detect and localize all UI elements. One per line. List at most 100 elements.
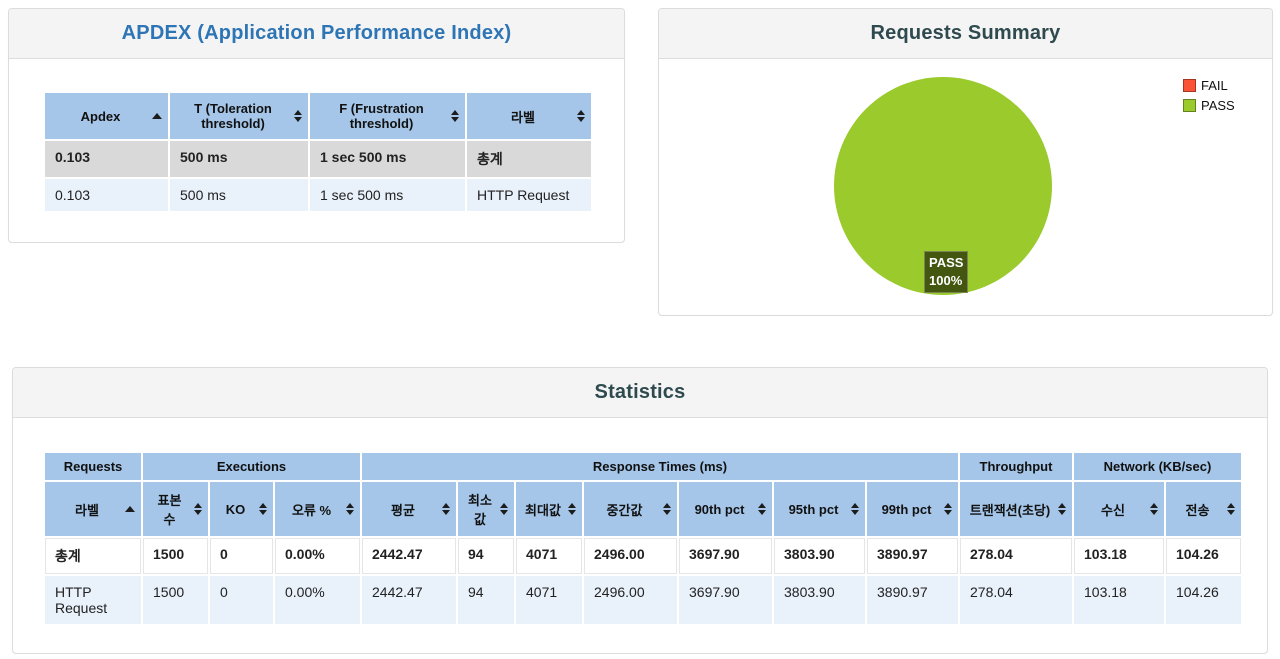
pie-label-series: PASS (929, 255, 964, 270)
stats-col-error-pct[interactable]: 오류 % (273, 480, 362, 538)
column-label: 중간값 (606, 502, 643, 518)
ko-value: 0 (208, 574, 275, 626)
sent-value: 104.26 (1164, 536, 1243, 576)
samples-value: 1500 (141, 574, 210, 626)
ko-value: 0 (208, 536, 275, 576)
stats-col-samples[interactable]: 표본 수 (141, 480, 210, 538)
column-label: F (Frustration threshold) (339, 101, 424, 131)
column-label: 90th pct (694, 501, 745, 517)
median-value: 2496.00 (582, 536, 679, 576)
stats-col-transactions[interactable]: 트랜잭션(초당) (958, 480, 1074, 538)
statistics-panel-header: Statistics (13, 368, 1267, 418)
apdex-col-apdex[interactable]: Apdex (43, 91, 170, 141)
frustration-value: 1 sec 500 ms (308, 139, 467, 179)
column-label: 수신 (1101, 502, 1125, 518)
average-value: 2442.47 (360, 574, 458, 626)
label-value: 총계 (465, 139, 593, 179)
fail-swatch-icon (1183, 79, 1196, 92)
column-label: 99th pct (881, 501, 932, 517)
column-label: 최소값 (468, 493, 492, 527)
samples-value: 1500 (141, 536, 210, 576)
pct99-value: 3890.97 (865, 574, 960, 626)
apdex-value: 0.103 (43, 177, 170, 213)
stats-col-median[interactable]: 중간값 (582, 480, 679, 538)
legend-label: FAIL (1201, 78, 1228, 93)
stats-group-header-row: Requests Executions Response Times (ms) … (43, 451, 1243, 482)
column-label: 라벨 (75, 502, 99, 518)
apdex-col-frustration[interactable]: F (Frustration threshold) (308, 91, 467, 141)
sent-value: 104.26 (1164, 574, 1243, 626)
sort-icon (663, 503, 671, 515)
group-response-times: Response Times (ms) (360, 451, 960, 482)
summary-title: Requests Summary (870, 22, 1061, 44)
pct95-value: 3803.90 (772, 536, 867, 576)
stats-col-received[interactable]: 수신 (1072, 480, 1166, 538)
received-value: 103.18 (1072, 574, 1166, 626)
apdex-title: APDEX (Application Performance Index) (121, 22, 512, 44)
column-label: 전송 (1185, 502, 1210, 518)
column-label: 최대값 (525, 502, 561, 518)
group-throughput: Throughput (958, 451, 1074, 482)
legend-item-fail[interactable]: FAIL (1183, 78, 1235, 93)
stats-col-sent[interactable]: 전송 (1164, 480, 1243, 538)
sort-icon (1058, 503, 1066, 515)
error-pct-value: 0.00% (273, 536, 362, 576)
received-value: 103.18 (1072, 536, 1166, 576)
column-label: 95th pct (788, 501, 839, 517)
pie-data-label: PASS 100% (924, 251, 969, 293)
column-label: 오류 % (291, 502, 332, 518)
sort-icon (851, 503, 859, 515)
sort-icon (346, 503, 354, 515)
sort-icon (194, 503, 202, 515)
sort-icon (758, 503, 766, 515)
apdex-col-label[interactable]: 라벨 (465, 91, 593, 141)
stats-col-max[interactable]: 최대값 (514, 480, 584, 538)
table-row: HTTP Request 1500 0 0.00% 2442.47 94 407… (43, 574, 1243, 626)
stats-col-average[interactable]: 평균 (360, 480, 458, 538)
requests-summary-panel: Requests Summary PASS 100% FAIL PASS (658, 8, 1273, 316)
sort-asc-icon (125, 506, 135, 512)
stats-col-label[interactable]: 라벨 (43, 480, 143, 538)
sort-icon (1150, 503, 1158, 515)
stats-col-ko[interactable]: KO (208, 480, 275, 538)
stats-col-90th[interactable]: 90th pct (677, 480, 774, 538)
pct95-value: 3803.90 (772, 574, 867, 626)
stats-col-min[interactable]: 최소값 (456, 480, 516, 538)
statistics-title: Statistics (594, 381, 686, 403)
stats-col-99th[interactable]: 99th pct (865, 480, 960, 538)
label-value: 총계 (43, 536, 143, 576)
statistics-panel: Statistics Requests Executions Response … (12, 367, 1268, 654)
column-label: 평균 (391, 502, 415, 518)
sort-icon (451, 110, 459, 122)
toleration-value: 500 ms (168, 177, 310, 213)
column-label: Apdex (80, 108, 121, 124)
sort-icon (944, 503, 952, 515)
group-requests: Requests (43, 451, 143, 482)
group-network: Network (KB/sec) (1072, 451, 1243, 482)
legend-label: PASS (1201, 98, 1235, 113)
transactions-value: 278.04 (958, 574, 1074, 626)
pct90-value: 3697.90 (677, 574, 774, 626)
max-value: 4071 (514, 536, 584, 576)
column-label: 트랜잭션(초당) (969, 502, 1051, 518)
label-value: HTTP Request (43, 574, 143, 626)
legend-item-pass[interactable]: PASS (1183, 98, 1235, 113)
column-label: KO (225, 501, 246, 517)
table-row: 0.103 500 ms 1 sec 500 ms HTTP Request (43, 177, 593, 213)
pct90-value: 3697.90 (677, 536, 774, 576)
sort-icon (294, 110, 302, 122)
error-pct-value: 0.00% (273, 574, 362, 626)
min-value: 94 (456, 574, 516, 626)
label-value: HTTP Request (465, 177, 593, 213)
stats-col-95th[interactable]: 95th pct (772, 480, 867, 538)
apdex-value: 0.103 (43, 139, 170, 179)
min-value: 94 (456, 536, 516, 576)
group-executions: Executions (141, 451, 362, 482)
pass-swatch-icon (1183, 99, 1196, 112)
pct99-value: 3890.97 (865, 536, 960, 576)
sort-icon (500, 503, 508, 515)
apdex-panel: APDEX (Application Performance Index) Ap… (8, 8, 625, 243)
apdex-col-toleration[interactable]: T (Toleration threshold) (168, 91, 310, 141)
column-label: T (Toleration threshold) (194, 101, 272, 131)
table-row-total: 총계 1500 0 0.00% 2442.47 94 4071 2496.00 … (43, 536, 1243, 576)
